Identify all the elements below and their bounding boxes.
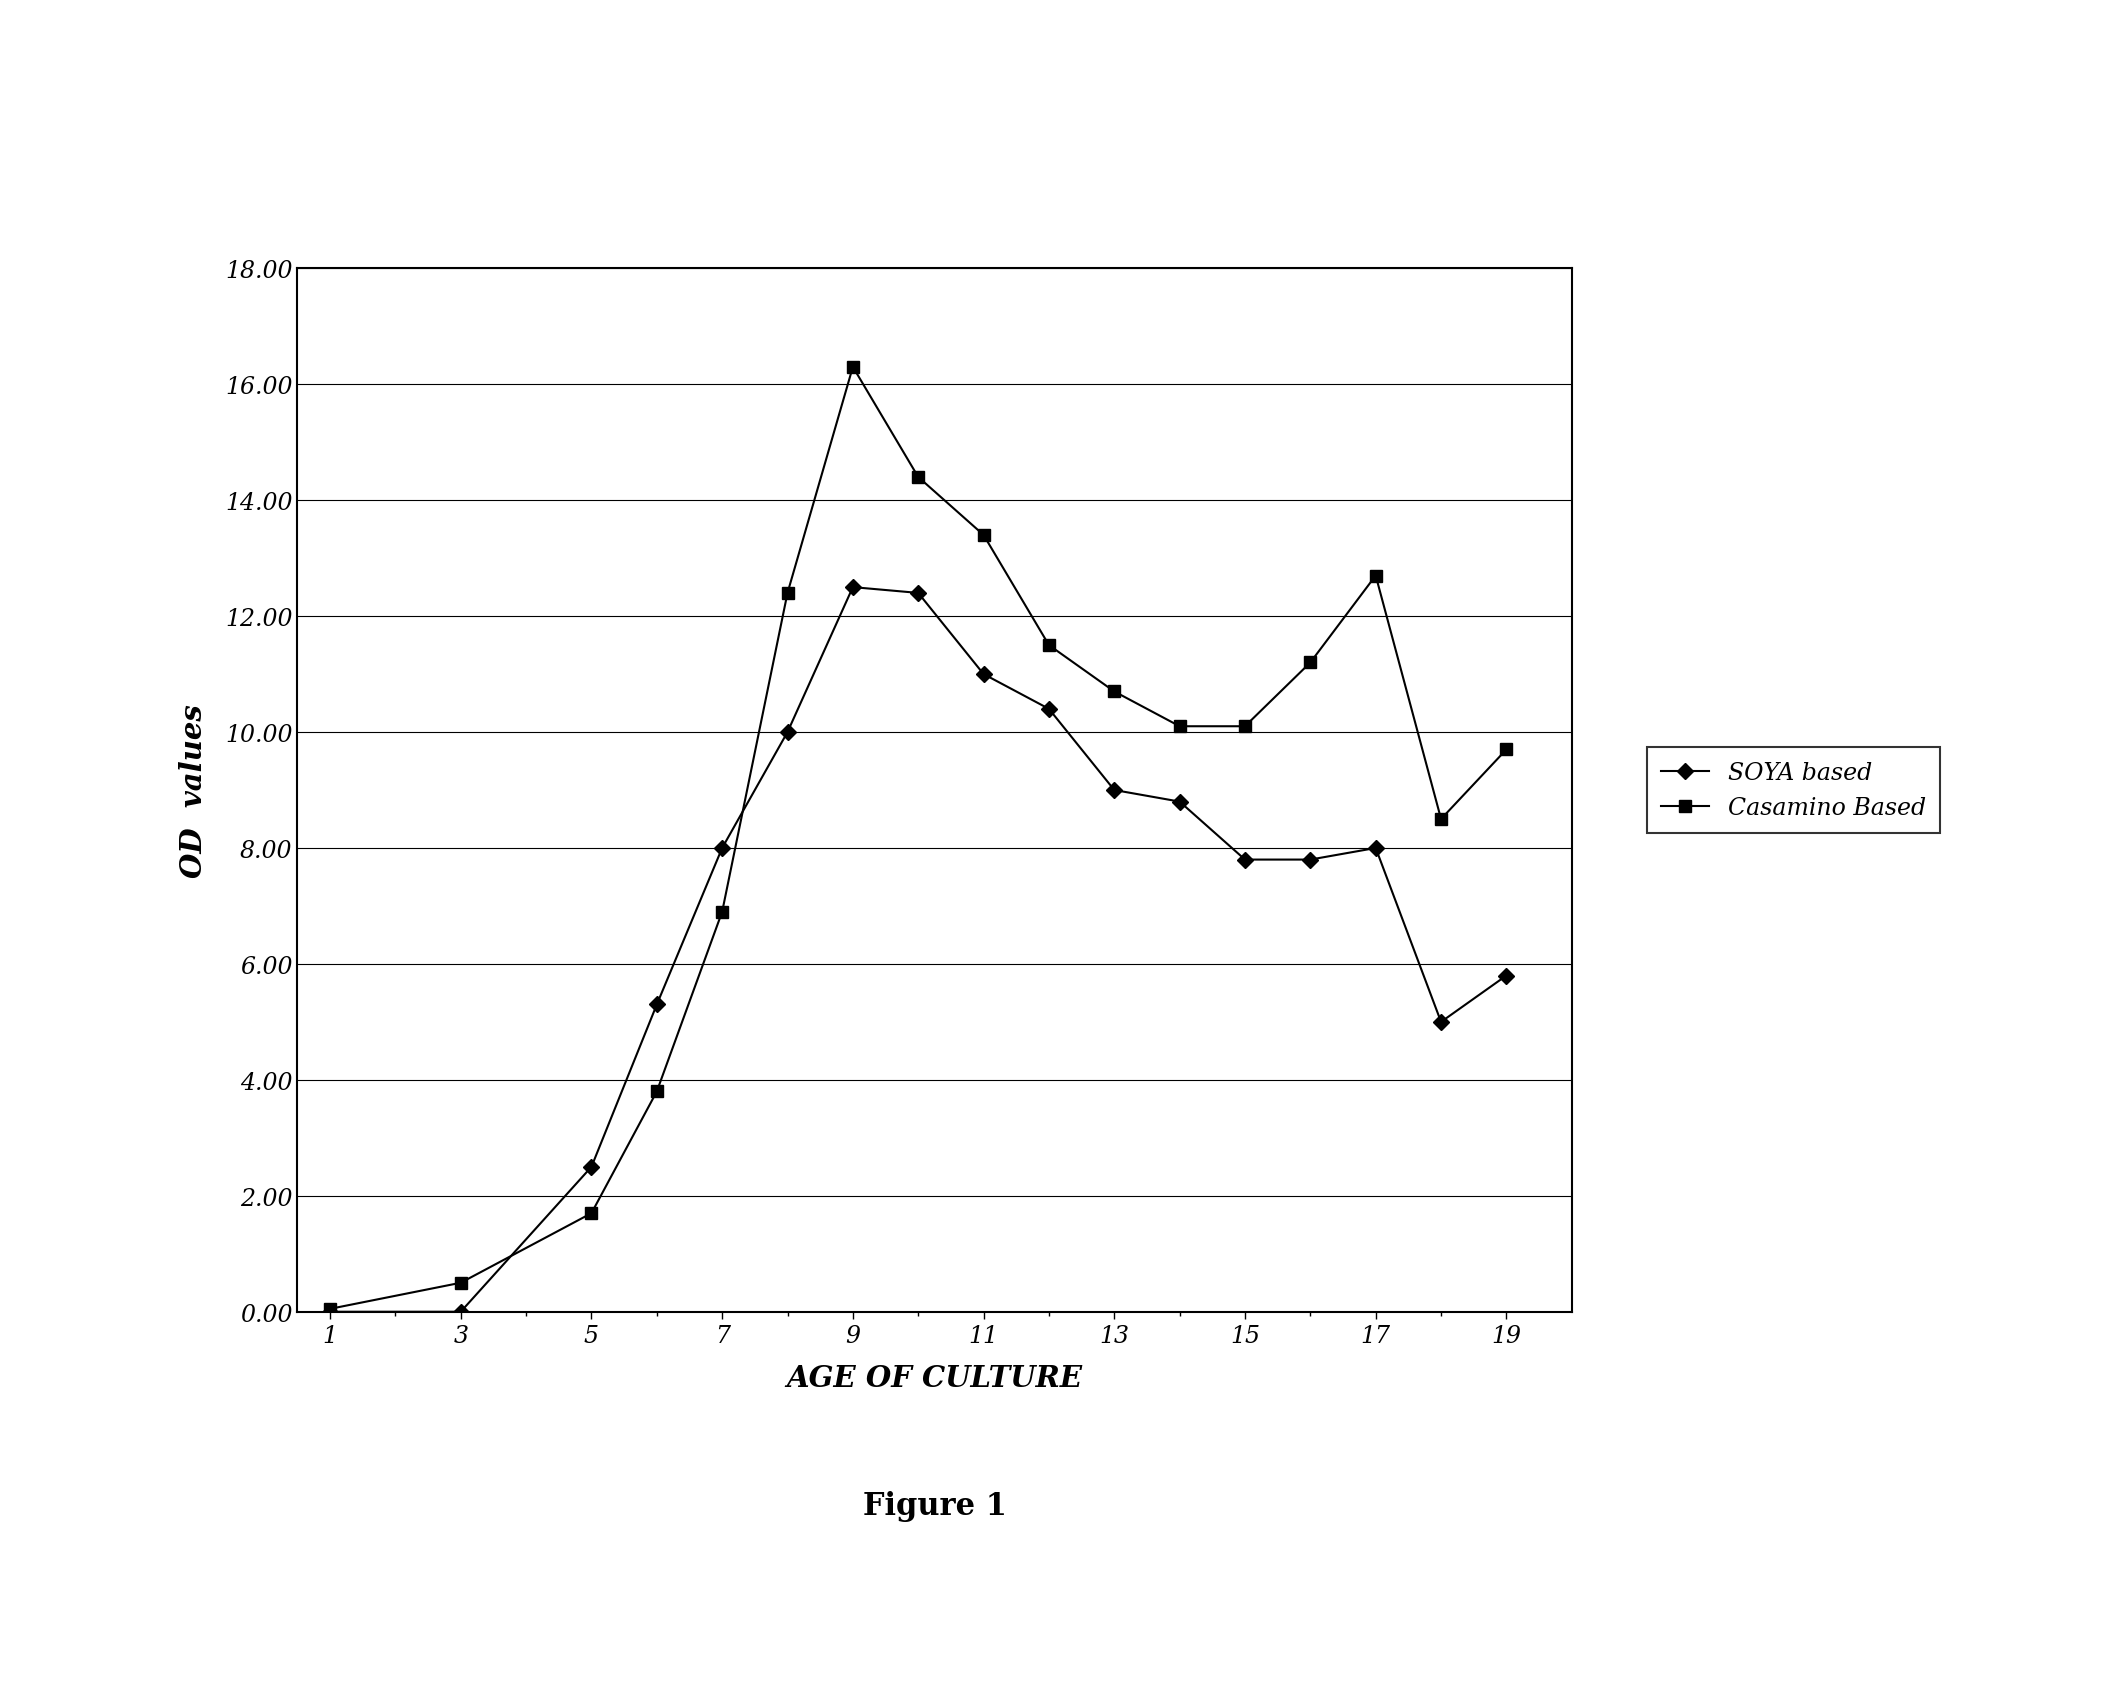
Casamino Based <box>1427 809 1453 829</box>
Casamino Based <box>316 1299 342 1319</box>
Casamino Based <box>1298 653 1323 673</box>
SOYA based <box>1364 838 1389 858</box>
Legend: SOYA based, Casamino Based: SOYA based, Casamino Based <box>1648 747 1939 834</box>
Casamino Based <box>578 1203 603 1223</box>
Line: SOYA based: SOYA based <box>325 582 1512 1317</box>
SOYA based <box>1427 1013 1453 1033</box>
SOYA based <box>644 994 669 1014</box>
Casamino Based <box>841 358 867 378</box>
SOYA based <box>905 584 930 604</box>
SOYA based <box>1102 780 1128 801</box>
SOYA based <box>1298 849 1323 870</box>
Casamino Based <box>644 1082 669 1102</box>
SOYA based <box>1166 792 1192 812</box>
Text: Figure 1: Figure 1 <box>862 1490 1007 1521</box>
SOYA based <box>971 664 996 685</box>
Casamino Based <box>1102 681 1128 701</box>
Casamino Based <box>1166 717 1192 737</box>
SOYA based <box>841 577 867 597</box>
Casamino Based <box>1037 636 1062 656</box>
SOYA based <box>1493 965 1519 986</box>
Casamino Based <box>775 584 801 604</box>
Casamino Based <box>1364 567 1389 587</box>
SOYA based <box>709 838 735 858</box>
Casamino Based <box>448 1273 474 1293</box>
Casamino Based <box>1232 717 1257 737</box>
Casamino Based <box>709 902 735 922</box>
Line: Casamino Based: Casamino Based <box>323 362 1512 1315</box>
SOYA based <box>1037 700 1062 720</box>
SOYA based <box>448 1302 474 1322</box>
Casamino Based <box>1493 740 1519 760</box>
SOYA based <box>578 1157 603 1177</box>
X-axis label: AGE OF CULTURE: AGE OF CULTURE <box>786 1364 1083 1393</box>
Casamino Based <box>905 468 930 488</box>
Casamino Based <box>971 525 996 545</box>
SOYA based <box>1232 849 1257 870</box>
SOYA based <box>775 723 801 743</box>
Y-axis label: OD  values: OD values <box>178 703 208 878</box>
SOYA based <box>316 1302 342 1322</box>
